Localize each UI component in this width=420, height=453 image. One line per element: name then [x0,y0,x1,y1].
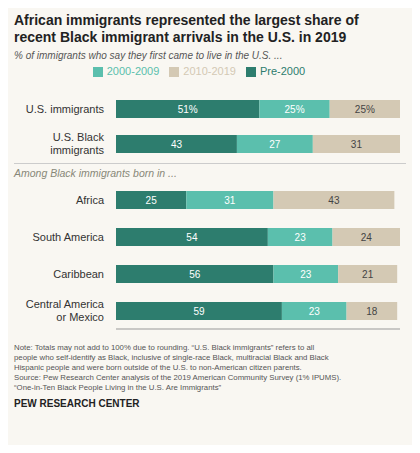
svg-text:23: 23 [295,232,307,243]
svg-text:31: 31 [224,195,236,206]
svg-text:25: 25 [146,195,158,206]
svg-text:18: 18 [366,306,378,317]
html-text:Pre-2000: Pre-2000 [260,65,306,77]
svg-text:Caribbean: Caribbean [53,268,104,280]
html-text:2000-2009: 2000-2009 [106,65,160,77]
svg-text:25%: 25% [355,104,375,115]
svg-text:Central Americaor Mexico: Central Americaor Mexico [26,298,105,323]
svg-text:South America: South America [32,231,104,243]
svg-text:23: 23 [309,306,321,317]
svg-text:31: 31 [351,139,363,150]
html-text:Note: Totals may not add to 10: Note: Totals may not add to 100% due to … [14,343,342,392]
svg-text:25%: 25% [285,104,305,115]
html-text:% of immigrants who say they f: % of immigrants who say they first came … [14,50,283,61]
html-text:PEW RESEARCH CENTER: PEW RESEARCH CENTER [14,398,140,409]
svg-text:24: 24 [361,232,373,243]
svg-text:23: 23 [300,269,312,280]
svg-text:Africa: Africa [76,194,105,206]
svg-text:43: 43 [328,195,340,206]
svg-text:59: 59 [193,306,205,317]
svg-text:56: 56 [189,269,201,280]
svg-text:27: 27 [269,139,281,150]
svg-text:U.S. Blackimmigrants: U.S. Blackimmigrants [50,131,104,156]
html-text:2010-2019: 2010-2019 [183,65,236,77]
svg-text:21: 21 [362,269,374,280]
svg-text:51%: 51% [178,104,198,115]
svg-text:54: 54 [186,232,198,243]
html-text:African immigrants represented: African immigrants represented the large… [14,12,359,45]
svg-text:U.S. immigrants: U.S. immigrants [26,103,105,115]
html-text:Among Black immigrants born in: Among Black immigrants born in ... [14,167,177,179]
svg-text:43: 43 [171,139,183,150]
